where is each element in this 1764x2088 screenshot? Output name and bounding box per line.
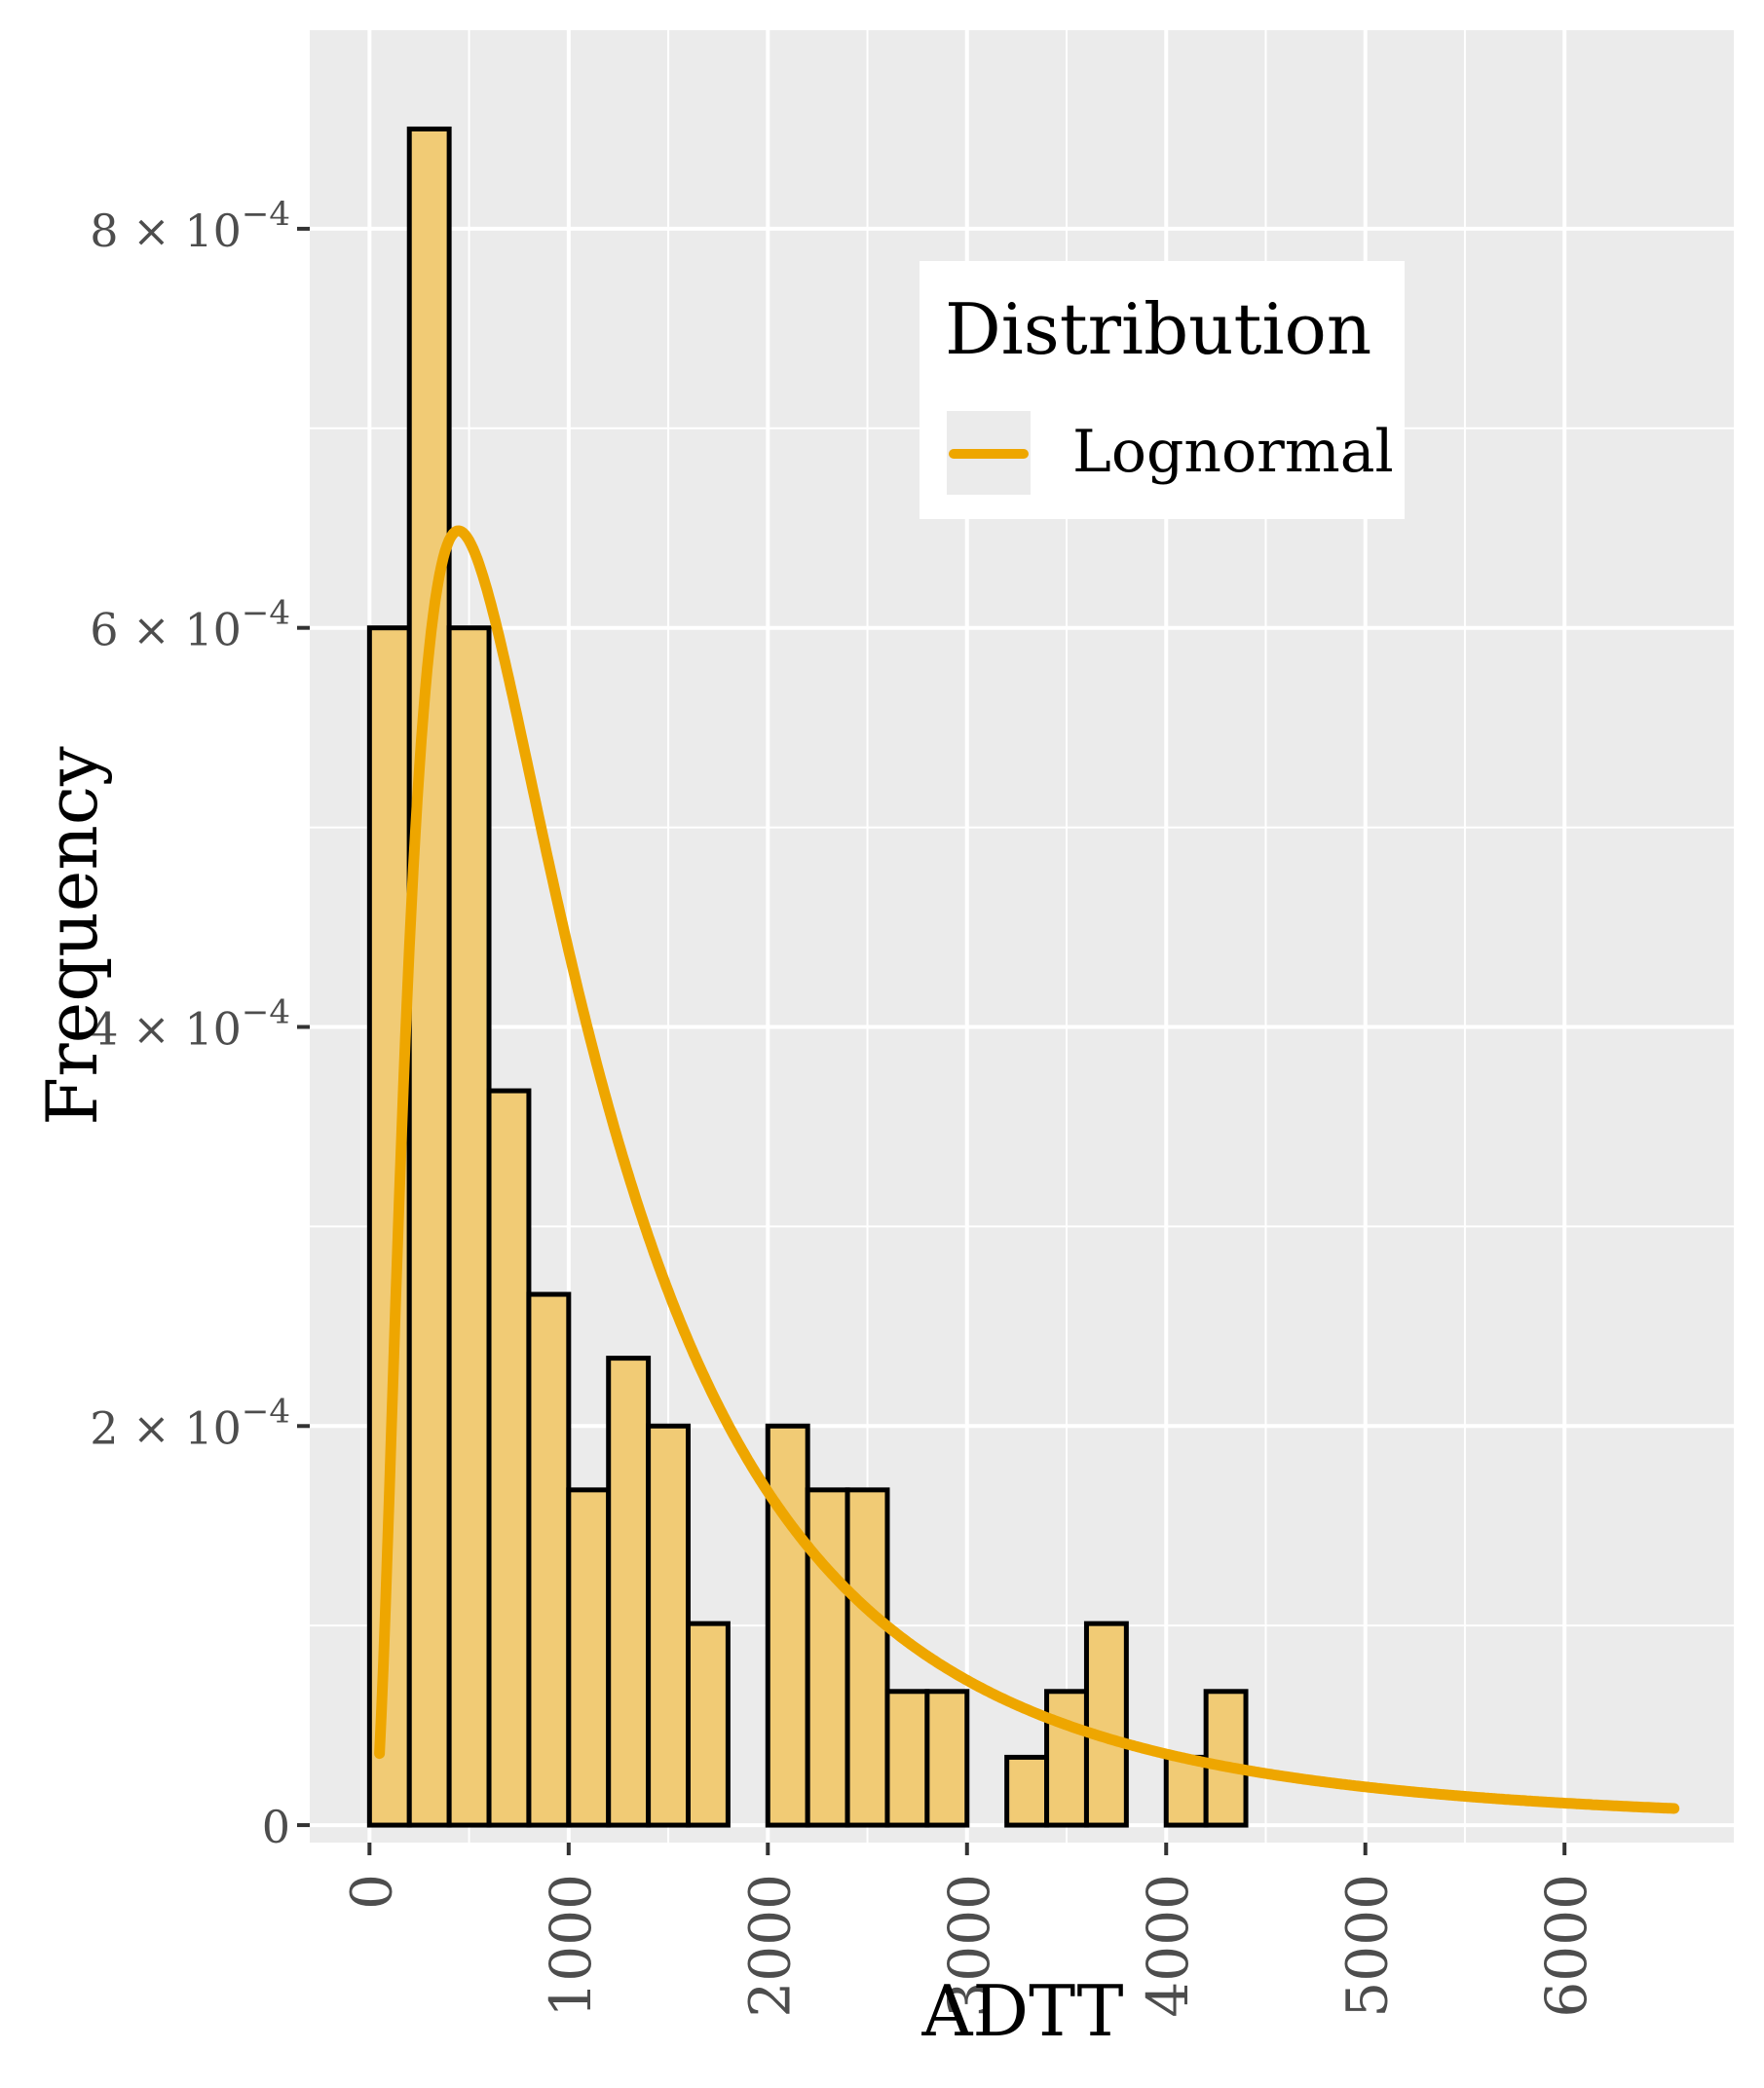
x-tick-label: 6000 (1533, 1874, 1599, 2018)
legend-label-lognormal: Lognormal (1072, 418, 1394, 486)
histogram-bar (805, 1487, 850, 1828)
histogram-bar (606, 1356, 652, 1828)
lognormal-curve-line (374, 525, 1680, 1814)
histogram-bar (486, 1088, 532, 1828)
histogram-bar (1083, 1621, 1129, 1828)
x-tick-label: 3000 (936, 1874, 1002, 2018)
histogram-bar (526, 1291, 572, 1828)
x-tick-label: 2000 (736, 1874, 803, 2018)
x-tick-label: 5000 (1334, 1874, 1401, 2018)
y-axis-title: Frequency (31, 746, 113, 1126)
histogram-bar (924, 1689, 970, 1828)
histogram-bar (646, 1423, 692, 1828)
y-tick-label: 0 (262, 1801, 290, 1853)
x-axis: 0 1000 2000 3000 4000 5000 6000 (338, 1843, 1599, 2018)
legend-title: Distribution (945, 288, 1371, 370)
legend: Distribution Lognormal (920, 261, 1405, 519)
y-tick-label: 6 × 10−4 (90, 594, 290, 656)
histogram-bar (686, 1621, 731, 1828)
y-tick-label: 4 × 10−4 (90, 992, 290, 1055)
histogram-bar (844, 1487, 890, 1828)
lognormal-curve-group (374, 525, 1680, 1814)
histogram-bar (1044, 1689, 1089, 1828)
y-tick-label: 8 × 10−4 (90, 195, 290, 257)
histogram-bar (566, 1487, 612, 1828)
histogram-bar (406, 126, 452, 1828)
histogram-bars (366, 126, 1249, 1828)
histogram-bar (1163, 1754, 1209, 1828)
x-tick-label: 0 (338, 1874, 404, 1910)
x-axis-title: ADTT (920, 1970, 1123, 2052)
x-tick-label: 4000 (1135, 1874, 1201, 2018)
histogram-bar (446, 625, 492, 1828)
histogram-bar (1203, 1689, 1249, 1828)
histogram-bar (765, 1423, 810, 1828)
histogram-bar (1004, 1754, 1050, 1828)
y-axis: 0 2 × 10−4 4 × 10−4 6 × 10−4 8 × 10−4 (90, 195, 310, 1853)
histogram-bar (884, 1689, 930, 1828)
x-tick-label: 1000 (538, 1874, 604, 2018)
y-tick-label: 2 × 10−4 (90, 1392, 290, 1454)
